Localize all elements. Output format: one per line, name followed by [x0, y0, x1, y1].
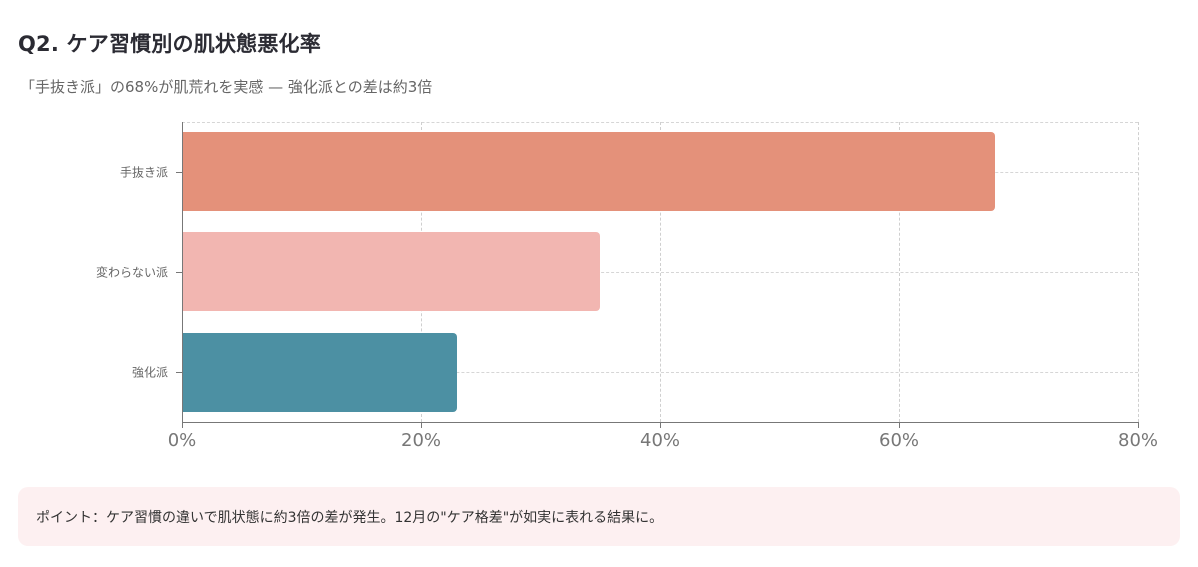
y-tick [176, 172, 182, 173]
insight-note-text: ポイント：ケア習慣の違いで肌状態に約3倍の差が発生。12月の"ケア格差"が如実に… [36, 509, 664, 526]
x-tick [899, 422, 900, 428]
x-label-0: 0% [167, 430, 197, 451]
x-tick [182, 422, 183, 428]
bar-teniki [182, 132, 995, 211]
y-axis [182, 122, 183, 422]
y-tick [176, 272, 182, 273]
grid-line [899, 122, 900, 422]
x-label-40: 40% [639, 430, 681, 451]
x-tick [660, 422, 661, 428]
x-label-20: 20% [400, 430, 442, 451]
chart-title: Q2. ケア習慣別の肌状態悪化率 [18, 32, 321, 56]
chart-subtitle: 「手抜き派」の68%が肌荒れを実感 — 強化派との差は約3倍 [20, 78, 433, 96]
bar-kyouka [182, 333, 457, 412]
y-label-kawaranai: 変わらない派 [95, 265, 168, 280]
y-label-teniki: 手抜き派 [119, 165, 168, 180]
x-label-60: 60% [878, 430, 920, 451]
insight-note: ポイント：ケア習慣の違いで肌状態に約3倍の差が発生。12月の"ケア格差"が如実に… [18, 487, 1180, 546]
x-tick [421, 422, 422, 428]
x-tick [1138, 422, 1139, 428]
y-tick [176, 372, 182, 373]
grid-line [660, 122, 661, 422]
x-label-80: 80% [1117, 430, 1159, 451]
bar-kawaranai [182, 232, 601, 311]
plot-area [182, 122, 1139, 422]
grid-line [1138, 122, 1139, 422]
y-label-kyouka: 強化派 [131, 365, 168, 380]
